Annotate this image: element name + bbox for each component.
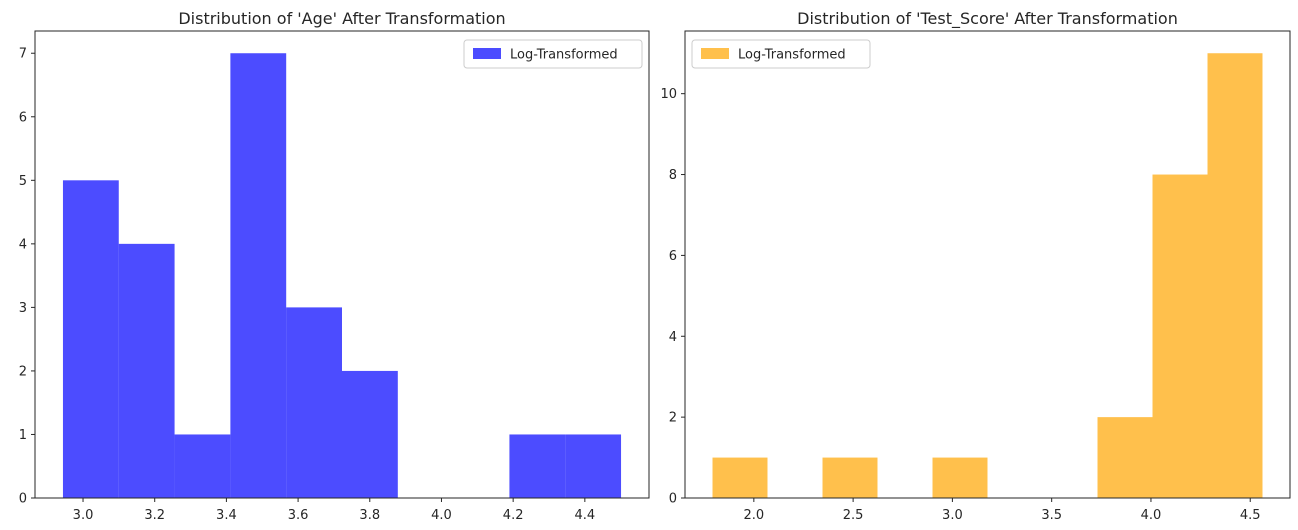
age-x-tick-label: 4.4	[574, 508, 595, 523]
age-legend: Log-Transformed	[463, 39, 643, 69]
test-score-histogram-bar	[712, 457, 768, 498]
test-score-chart-title: Distribution of 'Test_Score' After Trans…	[797, 9, 1178, 29]
age-histogram-bar	[342, 370, 398, 498]
age-x-tick-label: 3.8	[359, 508, 380, 523]
age-histogram-chart: Distribution of 'Age' After Transformati…	[19, 9, 650, 523]
test-score-x-tick-label: 4.5	[1240, 508, 1261, 523]
test-score-histogram-chart: Distribution of 'Test_Score' After Trans…	[660, 9, 1291, 523]
test-score-x-tick-label: 4.0	[1141, 508, 1162, 523]
age-y-tick-label: 1	[19, 428, 27, 443]
age-histogram-bar	[509, 434, 566, 498]
test-score-histogram-bar	[1207, 53, 1263, 498]
test-score-y-tick-label: 2	[669, 411, 677, 426]
age-legend-box	[463, 39, 643, 69]
test-score-legend-label: Log-Transformed	[738, 48, 846, 63]
age-x-tick-label: 3.6	[288, 508, 309, 523]
test-score-y-tick-label: 8	[669, 168, 677, 183]
age-histogram-bar	[230, 53, 287, 498]
age-x-tick-label: 4.2	[503, 508, 524, 523]
test-score-histogram-bar	[1152, 174, 1208, 498]
age-y-tick-label: 0	[19, 492, 27, 507]
test-score-x-tick-label: 3.5	[1041, 508, 1062, 523]
age-chart-title: Distribution of 'Age' After Transformati…	[178, 9, 505, 28]
age-legend-swatch	[473, 48, 501, 59]
age-legend-label: Log-Transformed	[510, 48, 618, 63]
age-x-tick-label: 4.0	[431, 508, 452, 523]
age-axes-frame	[34, 30, 650, 499]
age-y-tick-label: 4	[19, 237, 27, 252]
test-score-legend-box	[691, 39, 871, 69]
test-score-legend-swatch	[701, 48, 729, 59]
test-score-histogram-bar	[822, 457, 878, 498]
age-y-tick-label: 2	[19, 364, 27, 379]
test-score-axes-frame	[684, 30, 1291, 499]
test-score-legend: Log-Transformed	[691, 39, 871, 69]
age-histogram-bar	[565, 434, 622, 498]
test-score-y-tick-label: 10	[660, 87, 677, 102]
age-y-tick-label: 5	[19, 174, 27, 189]
age-x-tick-label: 3.4	[216, 508, 237, 523]
test-score-y-tick-label: 4	[669, 330, 677, 345]
age-histogram-bar	[118, 243, 175, 498]
age-x-tick-label: 3.2	[144, 508, 165, 523]
test-score-y-tick-label: 6	[669, 249, 677, 264]
test-score-histogram-bar	[1097, 417, 1153, 498]
test-score-x-tick-label: 2.5	[843, 508, 864, 523]
age-y-tick-label: 6	[19, 110, 27, 125]
age-x-tick-label: 3.0	[73, 508, 94, 523]
test-score-x-tick-label: 3.0	[942, 508, 963, 523]
test-score-y-tick-label: 0	[669, 492, 677, 507]
test-score-histogram-bar	[932, 457, 988, 498]
age-histogram-bar	[286, 307, 342, 498]
age-histogram-bar	[174, 434, 231, 498]
age-y-tick-label: 7	[19, 47, 27, 62]
age-y-tick-label: 3	[19, 301, 27, 316]
test-score-x-tick-label: 2.0	[743, 508, 764, 523]
age-histogram-bar	[62, 180, 119, 498]
